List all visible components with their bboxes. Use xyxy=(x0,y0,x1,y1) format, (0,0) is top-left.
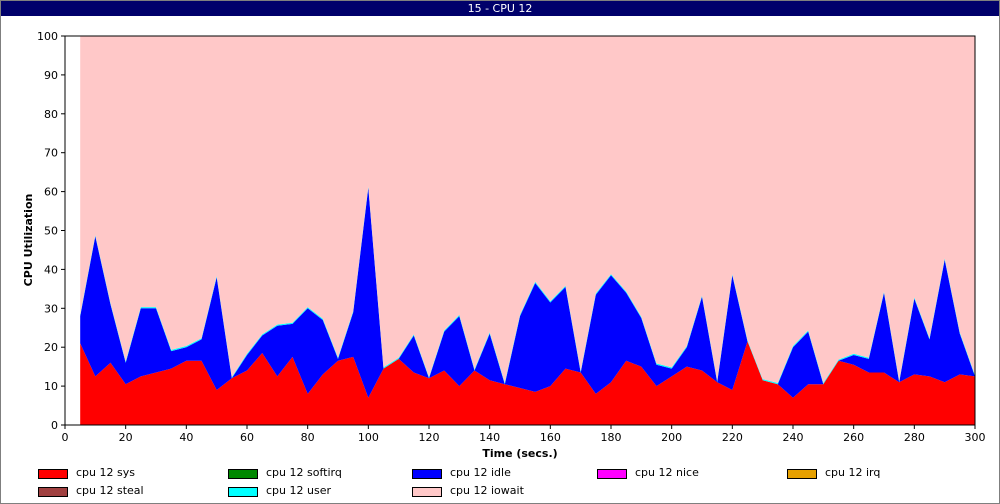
x-tick-label: 20 xyxy=(119,431,133,444)
y-tick-label: 0 xyxy=(51,419,58,432)
legend-swatch xyxy=(597,469,627,479)
x-tick-label: 200 xyxy=(661,431,682,444)
x-tick-label: 260 xyxy=(843,431,864,444)
legend-label: cpu 12 softirq xyxy=(266,466,342,479)
legend-label: cpu 12 iowait xyxy=(450,484,524,497)
x-tick-label: 80 xyxy=(301,431,315,444)
legend-swatch xyxy=(412,469,442,479)
x-tick-label: 180 xyxy=(601,431,622,444)
x-tick-label: 120 xyxy=(419,431,440,444)
y-tick-label: 30 xyxy=(44,302,58,315)
x-tick-label: 300 xyxy=(965,431,986,444)
legend-swatch xyxy=(412,487,442,497)
legend-label: cpu 12 irq xyxy=(825,466,881,479)
legend-label: cpu 12 user xyxy=(266,484,331,497)
legend-swatch xyxy=(787,469,817,479)
y-tick-label: 10 xyxy=(44,380,58,393)
legend-swatch xyxy=(38,487,68,497)
area-cpu-12-sys xyxy=(80,341,975,425)
x-tick-label: 280 xyxy=(904,431,925,444)
y-tick-label: 20 xyxy=(44,341,58,354)
legend-label: cpu 12 sys xyxy=(76,466,135,479)
legend-swatch xyxy=(38,469,68,479)
x-axis-label: Time (secs.) xyxy=(482,447,557,460)
y-tick-label: 90 xyxy=(44,69,58,82)
y-tick-label: 80 xyxy=(44,108,58,121)
y-tick-label: 70 xyxy=(44,147,58,160)
x-tick-label: 240 xyxy=(783,431,804,444)
x-tick-label: 100 xyxy=(358,431,379,444)
area-cpu-12-iowait xyxy=(80,36,975,383)
area-cpu-12-idle xyxy=(80,187,975,398)
axes: 0 10 20 30 40 50 60 70 80 90 100 0 20 40 60 80 100 120 140… xyxy=(37,30,986,444)
y-tick-label: 60 xyxy=(44,186,58,199)
legend-label: cpu 12 idle xyxy=(450,466,511,479)
legend-swatch xyxy=(228,487,258,497)
legend-label: cpu 12 steal xyxy=(76,484,144,497)
x-tick-label: 140 xyxy=(479,431,500,444)
y-axis-label: CPU Utilization xyxy=(22,194,35,287)
x-tick-label: 220 xyxy=(722,431,743,444)
y-tick-label: 40 xyxy=(44,263,58,276)
x-tick-label: 40 xyxy=(179,431,193,444)
x-tick-label: 0 xyxy=(62,431,69,444)
x-tick-label: 60 xyxy=(240,431,254,444)
legend-label: cpu 12 nice xyxy=(635,466,699,479)
window-title: 15 - CPU 12 xyxy=(1,1,999,16)
x-tick-label: 160 xyxy=(540,431,561,444)
y-tick-label: 100 xyxy=(37,30,58,43)
legend-swatch xyxy=(228,469,258,479)
plot-area xyxy=(80,36,975,425)
y-tick-label: 50 xyxy=(44,225,58,238)
